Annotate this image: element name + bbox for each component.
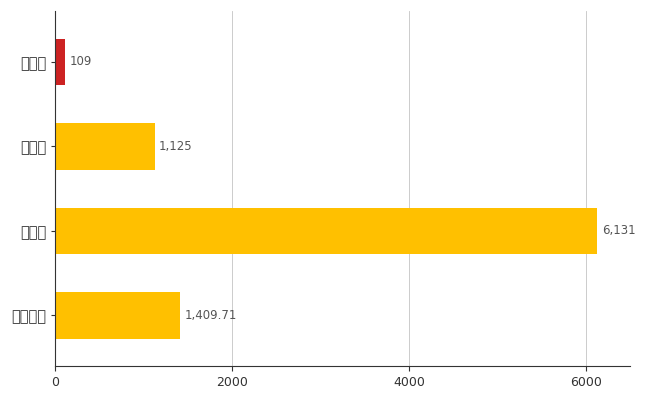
Text: 6,131: 6,131 (602, 224, 636, 238)
Text: 1,409.71: 1,409.71 (184, 309, 237, 322)
Text: 109: 109 (69, 55, 92, 68)
Bar (55, 292, 180, 339)
Text: 1,125: 1,125 (159, 140, 192, 153)
Bar (55, 208, 597, 254)
Bar (55, 123, 155, 170)
Bar (55, 38, 65, 85)
